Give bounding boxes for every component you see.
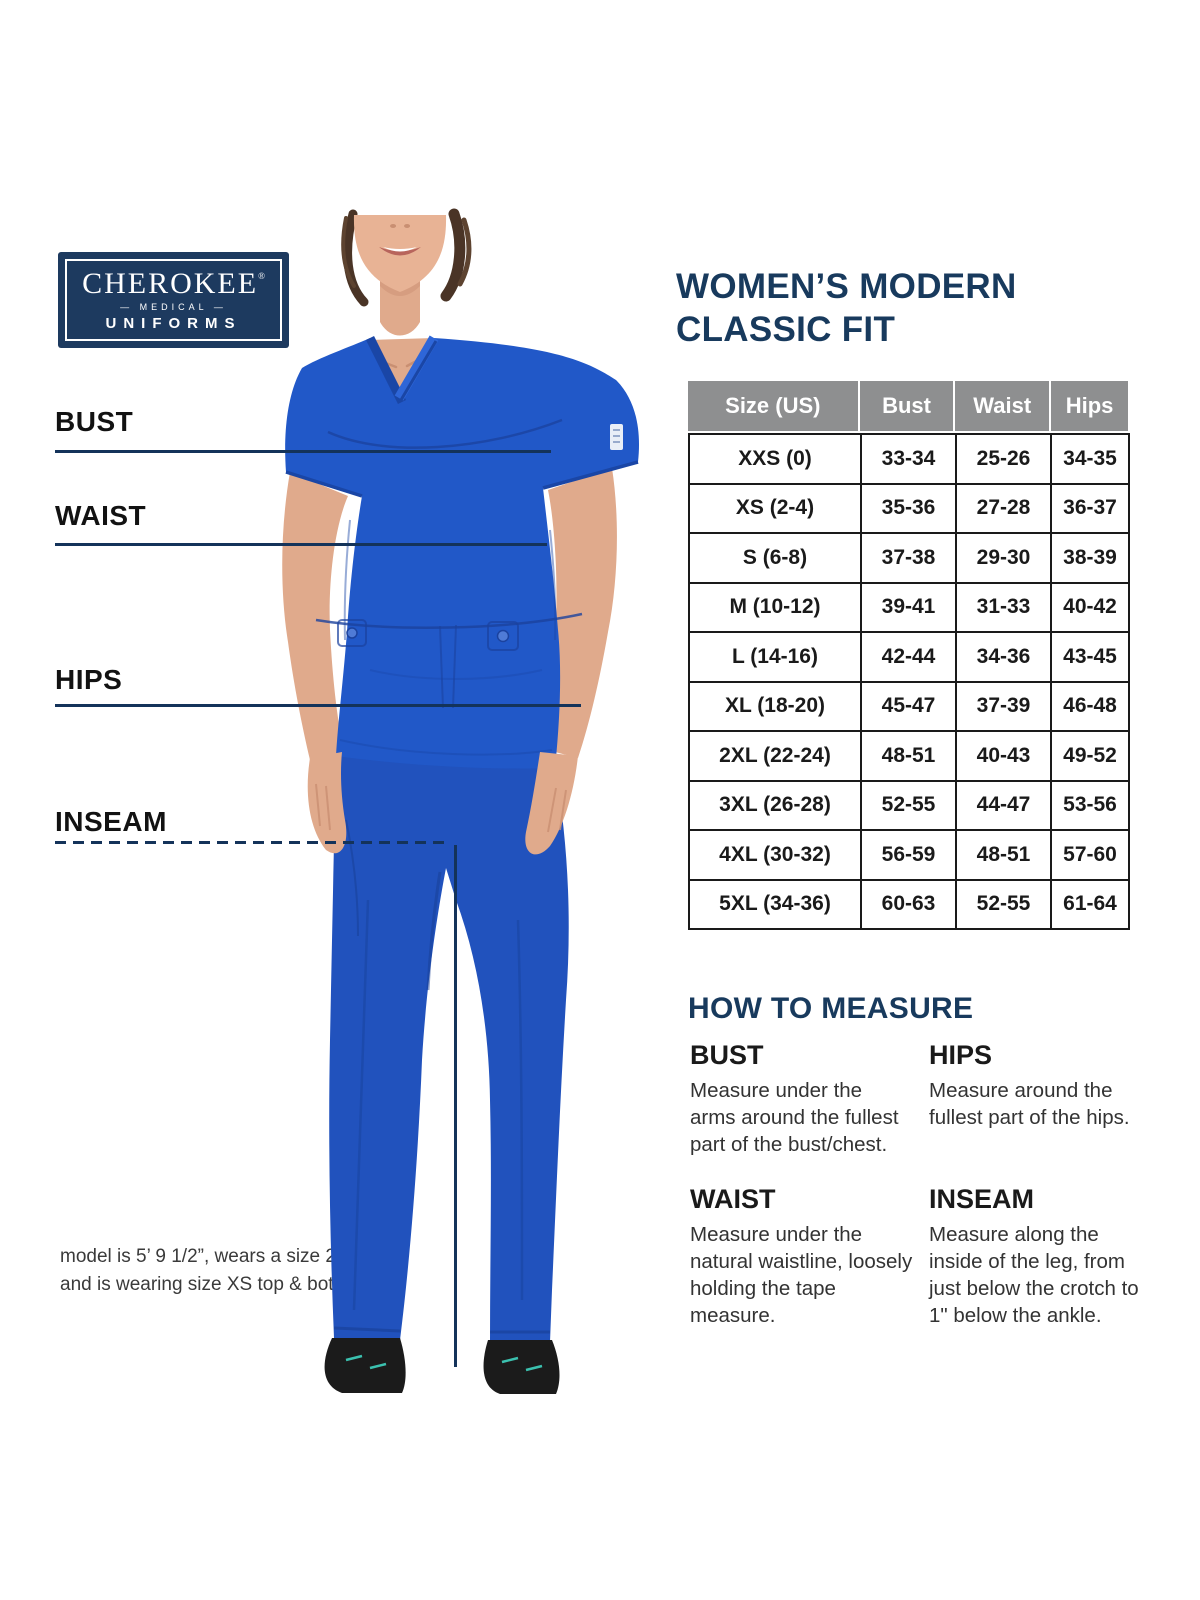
table-row: 5XL (34-36) 60-63 52-55 61-64 xyxy=(688,878,1130,930)
table-cell: 48-51 xyxy=(955,829,1052,881)
table-row: 2XL (22-24) 48-51 40-43 49-52 xyxy=(688,730,1130,782)
cherokee-logo: CHEROKEE® — MEDICAL — UNIFORMS xyxy=(58,252,289,348)
measure-section-text: Measure under the natural waistline, loo… xyxy=(690,1223,913,1328)
bust-line xyxy=(55,450,551,453)
measure-section-text: Measure around the fullest part of the h… xyxy=(929,1079,1130,1130)
table-cell: 35-36 xyxy=(860,482,957,534)
column-header-size: Size (US) xyxy=(725,393,821,418)
table-row: XS (2-4) 35-36 27-28 36-37 xyxy=(688,482,1130,534)
table-cell: 37-39 xyxy=(955,680,1052,732)
brand-uniforms-label: UNIFORMS xyxy=(105,315,242,332)
table-cell: 4XL (30-32) xyxy=(688,829,862,881)
table-cell: 53-56 xyxy=(1050,779,1130,831)
measure-section-inseam: INSEAM Measure along the inside of the l… xyxy=(929,1184,1152,1329)
size-chart-body: XXS (0) 33-34 25-26 34-35 XS (2-4) 35-36 27-28… xyxy=(688,433,1130,930)
column-header-bust: Bust xyxy=(857,381,954,431)
table-cell: S (6-8) xyxy=(688,532,862,584)
table-cell: M (10-12) xyxy=(688,581,862,633)
table-cell: 36-37 xyxy=(1050,482,1130,534)
table-cell: 46-48 xyxy=(1050,680,1130,732)
table-cell: L (14-16) xyxy=(688,631,862,683)
model-note: model is 5’ 9 1/2”, wears a size 2 dress… xyxy=(60,1243,388,1298)
column-header-waist: Waist xyxy=(953,381,1049,431)
waist-label: WAIST xyxy=(55,500,147,531)
measure-section-title: BUST xyxy=(690,1040,764,1070)
table-cell: 2XL (22-24) xyxy=(688,730,862,782)
table-cell: 3XL (26-28) xyxy=(688,779,862,831)
table-row: 3XL (26-28) 52-55 44-47 53-56 xyxy=(688,779,1130,831)
page-title: WOMEN’S MODERN CLASSIC FIT xyxy=(676,266,1017,351)
table-cell: 34-36 xyxy=(955,631,1052,683)
table-row: 4XL (30-32) 56-59 48-51 57-60 xyxy=(688,829,1130,881)
measure-section-hips: HIPS Measure around the fullest part of … xyxy=(929,1040,1152,1158)
table-cell: 5XL (34-36) xyxy=(688,878,862,930)
table-cell: 39-41 xyxy=(860,581,957,633)
table-cell: 43-45 xyxy=(1050,631,1130,683)
bust-label: BUST xyxy=(55,406,134,437)
brand-name: CHEROKEE® xyxy=(82,269,265,299)
table-cell: XL (18-20) xyxy=(688,680,862,732)
model-note-line2: and is wearing size XS top & bottom. xyxy=(60,1273,371,1295)
registered-mark: ® xyxy=(258,271,265,281)
cherokee-logo-frame: CHEROKEE® — MEDICAL — UNIFORMS xyxy=(65,259,282,341)
measure-section-text: Measure under the arms around the fulles… xyxy=(690,1079,899,1157)
table-row: XL (18-20) 45-47 37-39 46-48 xyxy=(688,680,1130,732)
table-cell: 56-59 xyxy=(860,829,957,881)
table-cell: 52-55 xyxy=(860,779,957,831)
waist-line xyxy=(55,543,547,546)
table-cell: 37-38 xyxy=(860,532,957,584)
table-cell: 44-47 xyxy=(955,779,1052,831)
brand-medical-label: — MEDICAL — xyxy=(120,302,227,312)
table-cell: 40-43 xyxy=(955,730,1052,782)
table-row: S (6-8) 37-38 29-30 38-39 xyxy=(688,532,1130,584)
measure-section-bust: BUST Measure under the arms around the f… xyxy=(690,1040,913,1158)
table-cell: 34-35 xyxy=(1050,433,1130,485)
hips-label: HIPS xyxy=(55,664,123,695)
table-row: M (10-12) 39-41 31-33 40-42 xyxy=(688,581,1130,633)
measure-section-title: HIPS xyxy=(929,1040,993,1070)
inseam-vertical-line xyxy=(454,845,457,1367)
how-to-measure-grid: BUST Measure under the arms around the f… xyxy=(690,1040,1152,1329)
table-cell: 31-33 xyxy=(955,581,1052,633)
table-cell: 61-64 xyxy=(1050,878,1130,930)
table-cell: 45-47 xyxy=(860,680,957,732)
table-cell: 48-51 xyxy=(860,730,957,782)
measure-section-title: INSEAM xyxy=(929,1184,1035,1215)
table-cell: XS (2-4) xyxy=(688,482,862,534)
inseam-label: INSEAM xyxy=(55,806,167,837)
table-cell: 27-28 xyxy=(955,482,1052,534)
table-cell: 57-60 xyxy=(1050,829,1130,881)
size-chart-header: Size (US) Bust Waist Hips xyxy=(688,381,1128,431)
column-header-hips: Hips xyxy=(1049,381,1128,431)
table-cell: 33-34 xyxy=(860,433,957,485)
table-cell: 49-52 xyxy=(1050,730,1130,782)
model-note-line1: model is 5’ 9 1/2”, wears a size 2 dress xyxy=(60,1246,388,1267)
table-cell: 29-30 xyxy=(955,532,1052,584)
table-cell: 38-39 xyxy=(1050,532,1130,584)
hips-line xyxy=(55,704,581,707)
size-chart: Size (US) Bust Waist Hips XXS (0) 33-34 25… xyxy=(688,381,1130,930)
table-cell: 25-26 xyxy=(955,433,1052,485)
table-cell: 40-42 xyxy=(1050,581,1130,633)
inseam-dashed-line xyxy=(55,841,447,844)
page-title-line1: WOMEN’S MODERN xyxy=(676,267,1017,306)
measure-section-title: WAIST xyxy=(690,1184,776,1215)
table-cell: 60-63 xyxy=(860,878,957,930)
table-cell: 52-55 xyxy=(955,878,1052,930)
table-row: XXS (0) 33-34 25-26 34-35 xyxy=(688,433,1130,485)
brand-name-text: CHEROKEE xyxy=(82,267,259,300)
measure-section-waist: WAIST Measure under the natural waistlin… xyxy=(690,1184,913,1329)
page-title-line2: CLASSIC FIT xyxy=(676,309,896,349)
how-to-measure-heading: HOW TO MEASURE xyxy=(688,992,974,1025)
table-row: L (14-16) 42-44 34-36 43-45 xyxy=(688,631,1130,683)
table-cell: 42-44 xyxy=(860,631,957,683)
table-cell: XXS (0) xyxy=(688,433,862,485)
measure-section-text: Measure along the inside of the leg, fro… xyxy=(929,1223,1139,1328)
model-photo xyxy=(282,208,640,1394)
